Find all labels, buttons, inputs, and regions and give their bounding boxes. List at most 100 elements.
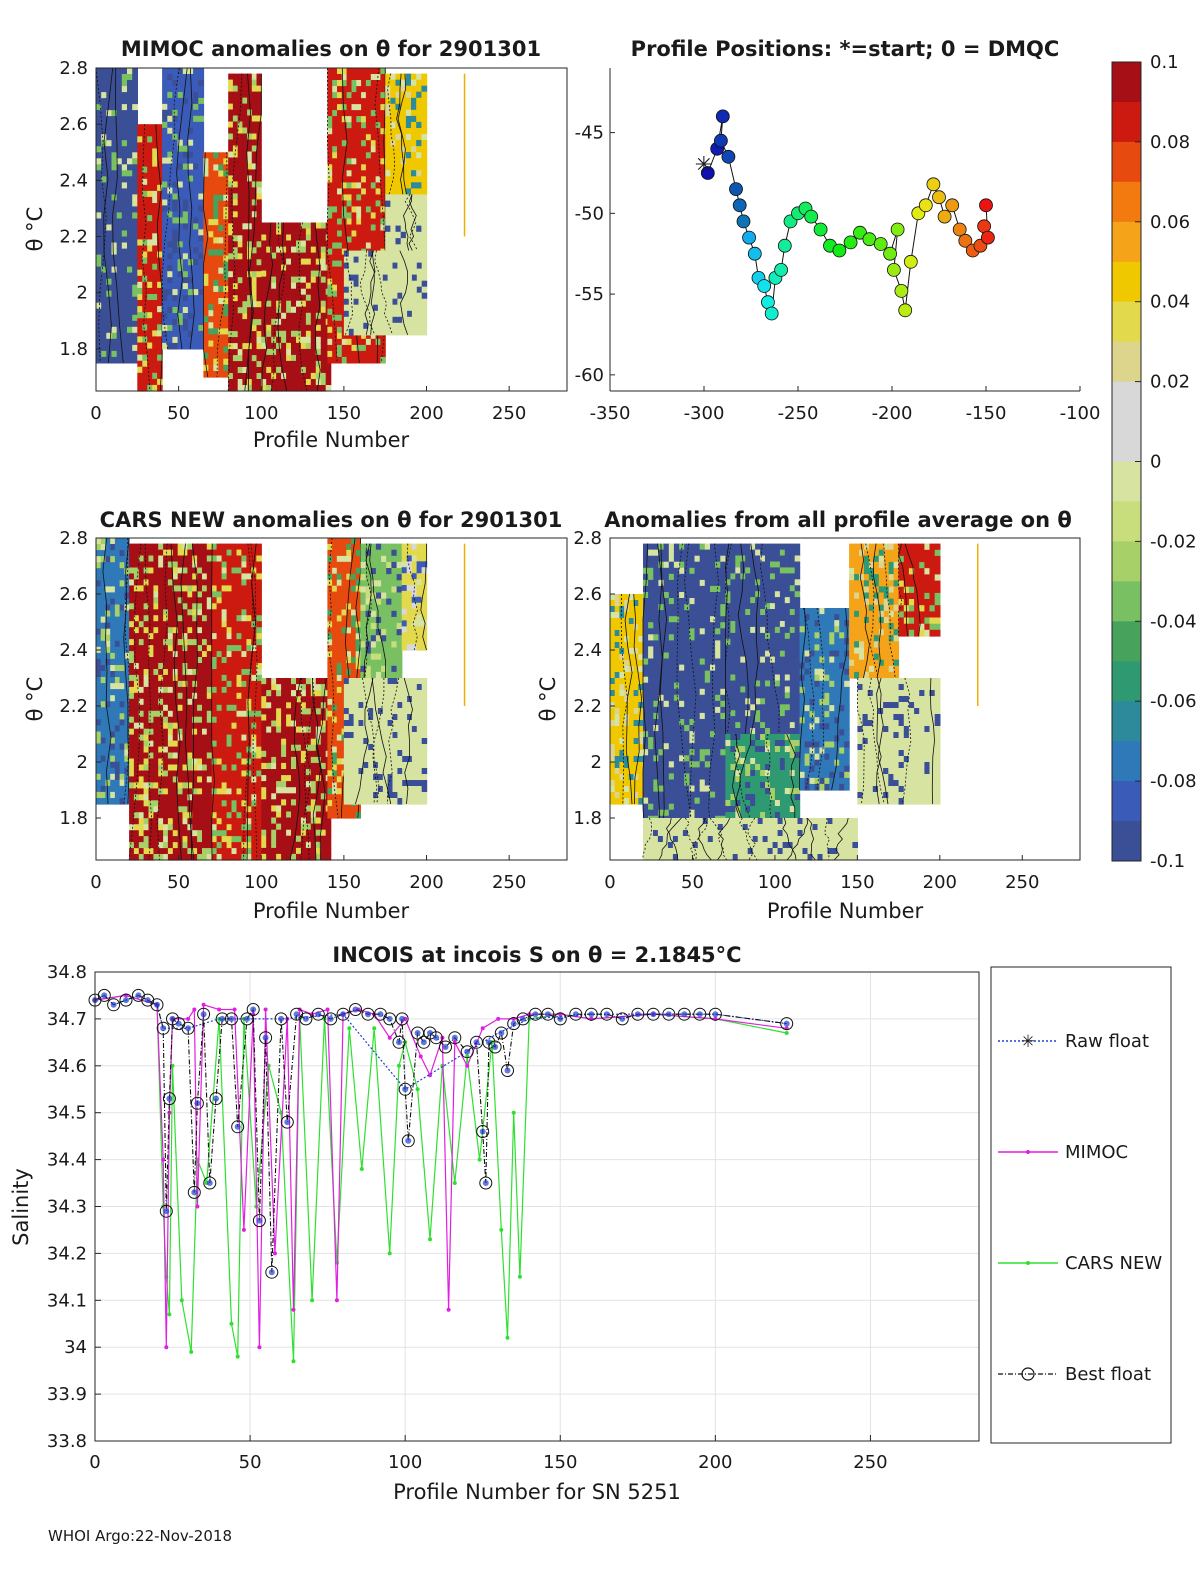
- heatmap-cell: [157, 166, 163, 174]
- panel-positions: ✳ -350 -300 -250 -200 -150 -100-45-50-55-60 P…: [575, 37, 1101, 424]
- heatmap-cell: [121, 182, 128, 189]
- heatmap-cell: [363, 262, 369, 270]
- heatmap-cell: [411, 115, 417, 123]
- heatmap-cell: [143, 603, 150, 610]
- heatmap-cell: [416, 158, 422, 165]
- heatmap-cell: [236, 669, 243, 676]
- heatmap-cell: [261, 270, 267, 278]
- heatmap-cell: [211, 698, 218, 706]
- heatmap-cell: [320, 282, 327, 290]
- heatmap-cell: [106, 164, 113, 171]
- colorbar-cell: [1112, 381, 1141, 423]
- heatmap-cell: [110, 544, 116, 551]
- heatmap-cell: [256, 674, 262, 682]
- heatmap-cell: [96, 586, 102, 593]
- heatmap-cell: [148, 543, 154, 551]
- heatmap-cell: [114, 586, 121, 593]
- heatmap-cell: [271, 234, 277, 242]
- heatmap-cell: [192, 854, 198, 861]
- heatmap-cell: [237, 277, 243, 284]
- heatmap-cell: [143, 651, 150, 658]
- heatmap-cell: [261, 811, 267, 819]
- heatmap-cell: [266, 258, 272, 266]
- heatmap-cell: [177, 734, 184, 742]
- heatmap-cell: [385, 109, 391, 117]
- heatmap-cell: [147, 275, 153, 283]
- heatmap-cell: [242, 205, 248, 212]
- heatmap-cell: [246, 782, 252, 789]
- heatmap-cell: [163, 734, 169, 742]
- heatmap-cell: [218, 194, 224, 202]
- heatmap-cell: [261, 750, 267, 758]
- heatmap-cell: [119, 622, 125, 630]
- heatmap-cell: [213, 182, 219, 190]
- heatmap-cell: [101, 182, 107, 189]
- heatmap-cell: [182, 800, 188, 807]
- heatmap-cell: [332, 128, 338, 135]
- heatmap-cell: [400, 73, 407, 81]
- heatmap-cell: [162, 74, 168, 81]
- heatmap-cell: [300, 228, 307, 236]
- heatmap-cell: [153, 716, 159, 724]
- heatmap-cell: [133, 782, 140, 789]
- heatmap-cell: [216, 686, 223, 694]
- heatmap-cell: [114, 598, 121, 606]
- heatmap-cell: [192, 597, 198, 604]
- heatmap-cell: [266, 270, 272, 278]
- heatmap-cell: [211, 633, 218, 640]
- heatmap-cell: [132, 182, 138, 189]
- heatmap-cell: [256, 764, 262, 772]
- heatmap-cell: [281, 348, 287, 356]
- heatmap-cell: [182, 68, 189, 75]
- heatmap-cell: [143, 764, 150, 772]
- heatmap-cell: [193, 235, 199, 242]
- heatmap-cell: [327, 98, 333, 105]
- heatmap-cell: [157, 294, 163, 301]
- heatmap-cell: [281, 330, 287, 338]
- heatmap-cell: [411, 256, 418, 264]
- heatmap-cell: [172, 199, 179, 207]
- heatmap-cell: [96, 170, 102, 177]
- heatmap-cell: [110, 737, 116, 745]
- heatmap-cell: [402, 316, 408, 324]
- heatmap-cell: [208, 255, 214, 263]
- heatmap-cell: [192, 555, 198, 563]
- heatmap-cell: [193, 151, 199, 159]
- heatmap-cell: [241, 716, 247, 724]
- heatmap-cell: [129, 812, 135, 819]
- heatmap-cell: [402, 292, 408, 300]
- heatmap-cell: [242, 133, 248, 141]
- heatmap-cell: [356, 134, 362, 141]
- heatmap-cell: [332, 116, 338, 123]
- heatmap-cell: [133, 651, 140, 658]
- heatmap-cell: [167, 295, 174, 302]
- heatmap-cell: [158, 609, 164, 616]
- heatmap-cell: [208, 225, 214, 232]
- heatmap-cell: [133, 645, 140, 652]
- heatmap-cell: [397, 280, 403, 288]
- heatmap-cell: [192, 848, 198, 855]
- heatmap-cell: [177, 764, 184, 772]
- heatmap-cell: [332, 92, 338, 99]
- heatmap-cell: [177, 728, 184, 736]
- heatmap-cell: [291, 312, 297, 320]
- heatmap-cell: [390, 225, 397, 233]
- heatmap-cell: [291, 282, 297, 290]
- heatmap-cell: [116, 224, 123, 232]
- heatmap-cell: [177, 561, 184, 569]
- heatmap-cell: [163, 543, 169, 551]
- heatmap-cell: [242, 175, 248, 182]
- heatmap-cell: [411, 164, 417, 171]
- heatmap-cell: [198, 139, 205, 147]
- heatmap-cell: [365, 116, 372, 123]
- heatmap-cell: [193, 169, 199, 177]
- heatmap-cell: [247, 157, 253, 165]
- heatmap-cell: [182, 710, 188, 718]
- heatmap-cell: [387, 292, 394, 300]
- heatmap-cell: [96, 628, 102, 636]
- heatmap-cell: [368, 316, 374, 324]
- heatmap-cell: [138, 854, 145, 861]
- heatmap-cell: [152, 203, 158, 210]
- heatmap-cell: [266, 360, 272, 368]
- heatmap-cell: [266, 336, 272, 344]
